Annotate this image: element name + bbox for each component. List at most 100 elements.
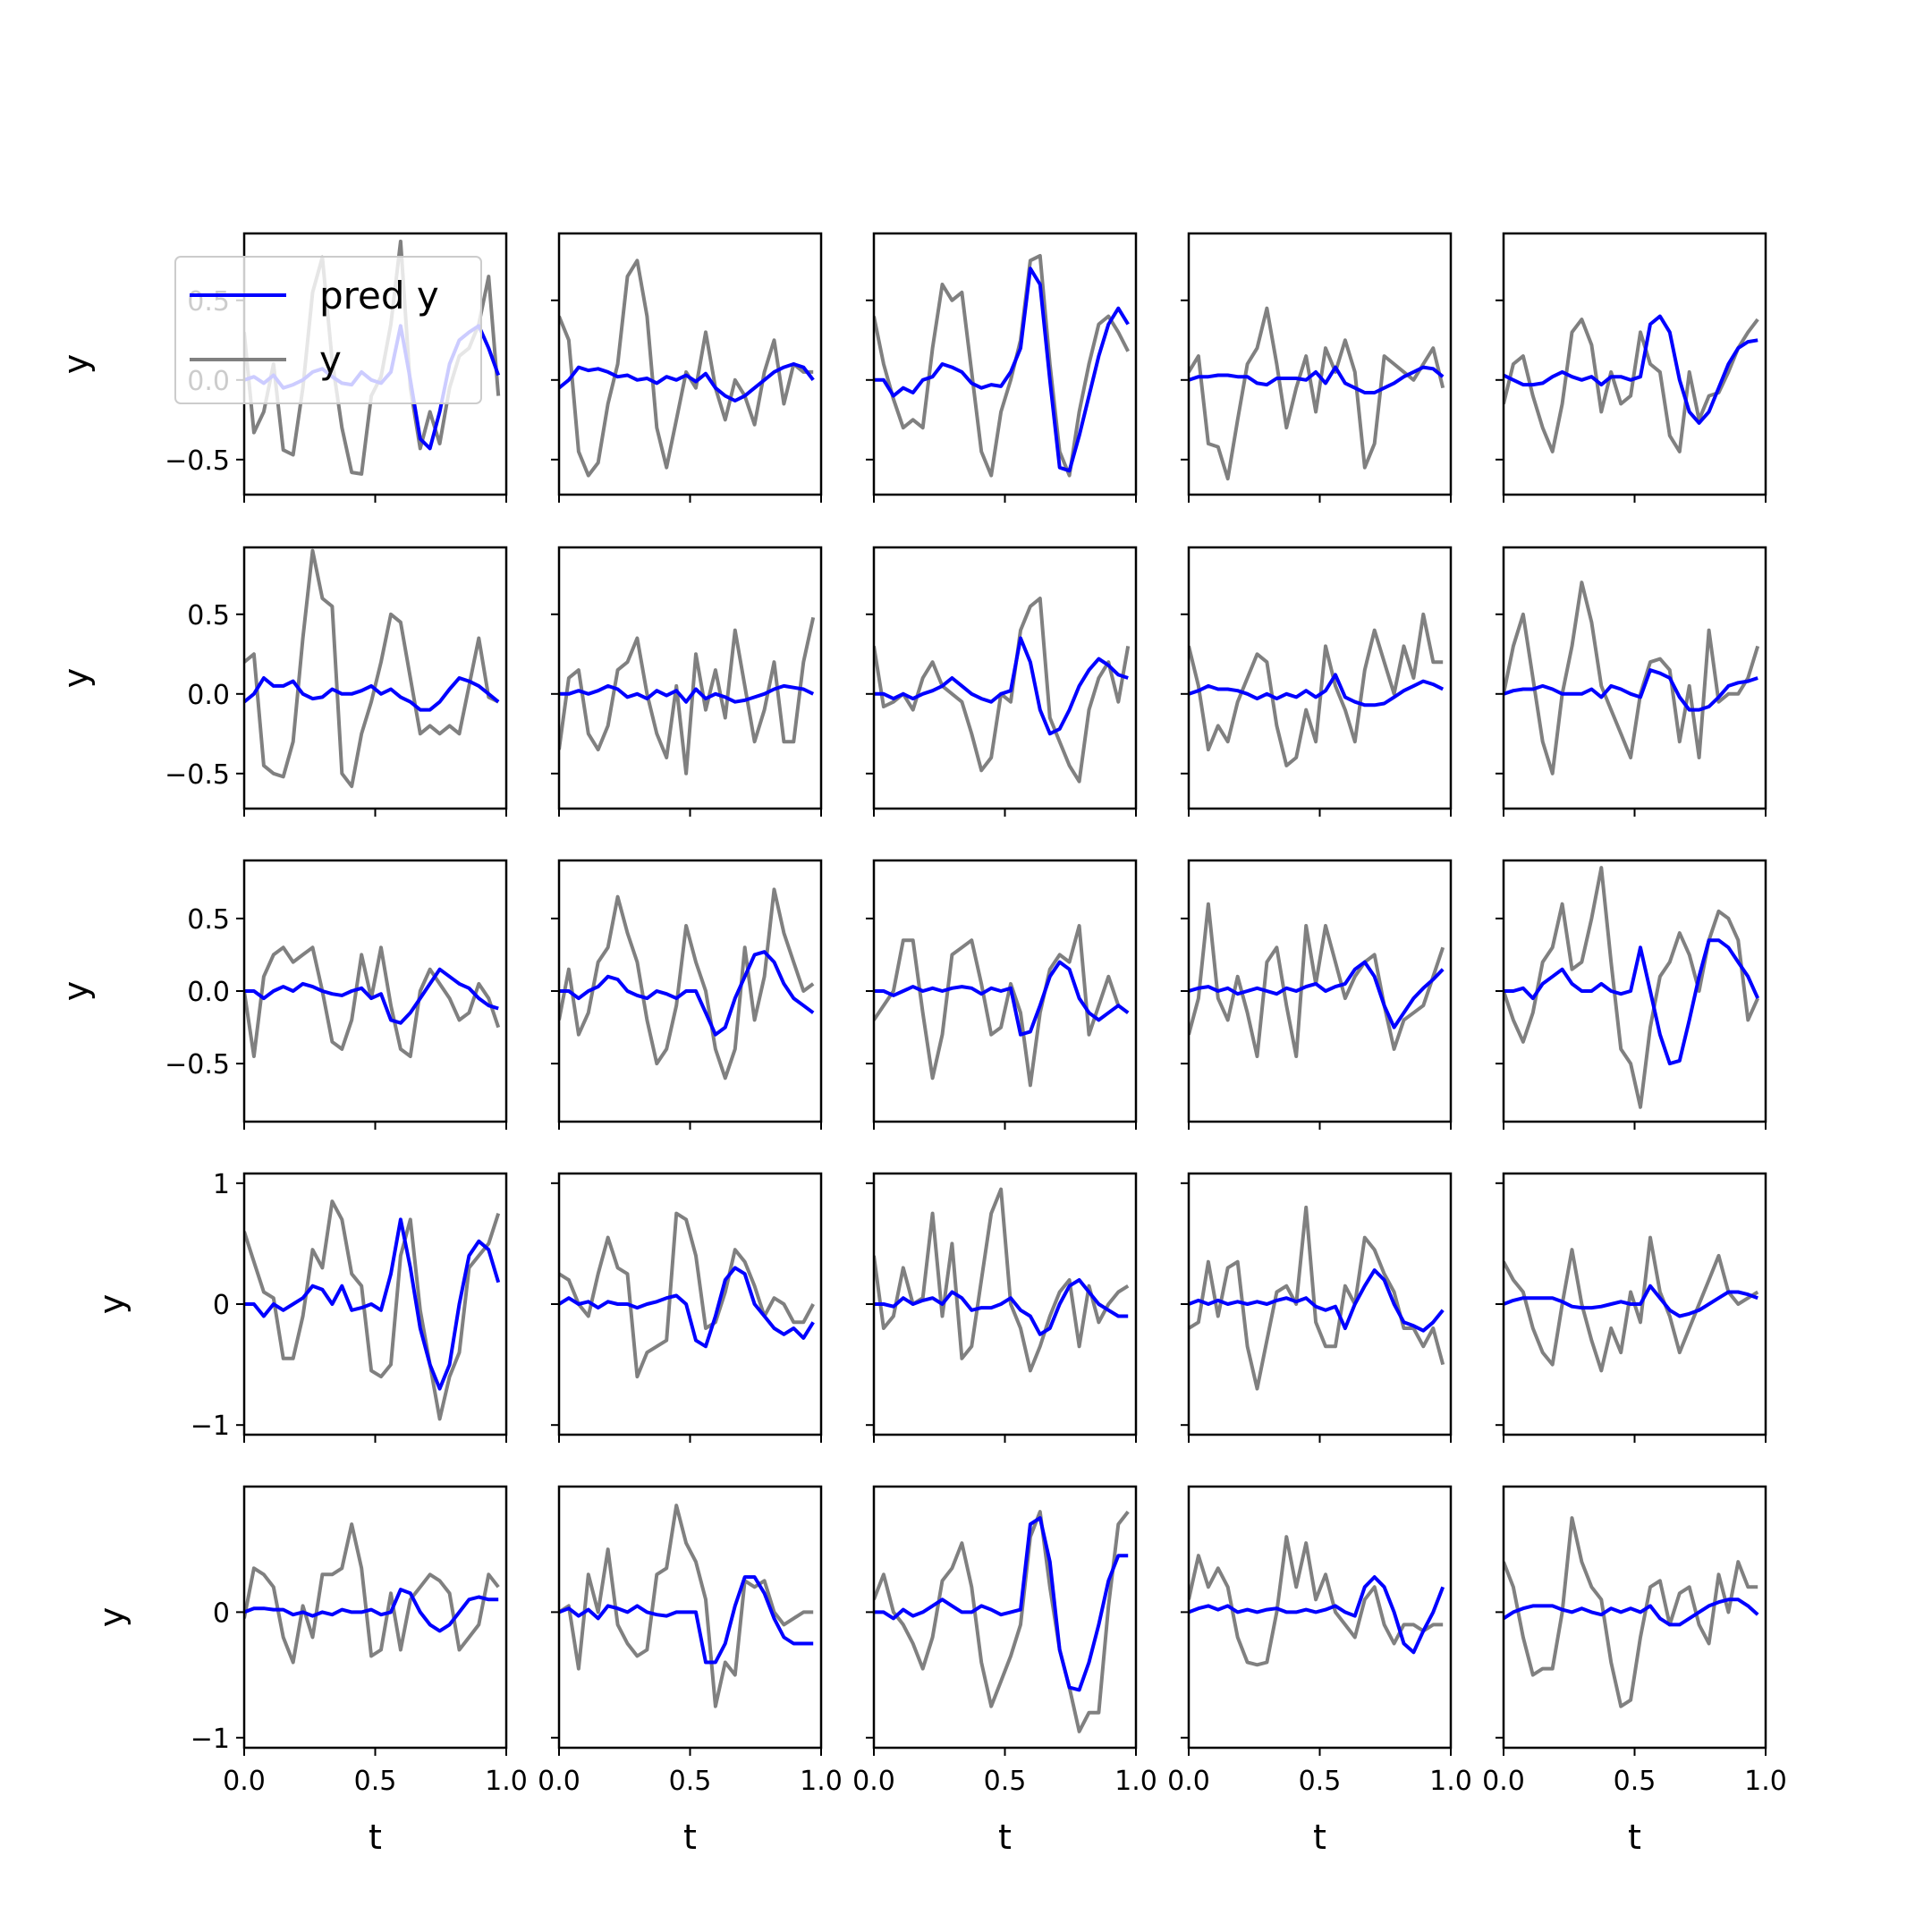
y-tick-label: −0.5 xyxy=(165,445,230,477)
series-line-y xyxy=(559,887,815,1080)
panel-1-4 xyxy=(1181,232,1453,503)
x-tick-label: 0.5 xyxy=(669,1766,712,1797)
panel-grid: −0.50.00.5y−0.50.00.5y−0.50.00.5y−101y−1… xyxy=(56,232,1787,1857)
series-line-y xyxy=(559,616,816,775)
series-line-y xyxy=(1504,1516,1758,1708)
x-tick-label: 0.5 xyxy=(1299,1766,1342,1797)
series-line-pred-y xyxy=(1504,314,1758,425)
series-line-y xyxy=(874,924,1130,1088)
panel-1-3 xyxy=(866,232,1138,503)
panel-1-2 xyxy=(551,232,823,503)
y-tick-label: 0.0 xyxy=(187,680,230,711)
y-tick-label: 0.5 xyxy=(187,600,230,631)
series-line-pred-y xyxy=(559,1575,814,1665)
x-tick-label: 1.0 xyxy=(1744,1766,1787,1797)
x-tick-label: 0.0 xyxy=(538,1766,580,1797)
x-axis-label: t xyxy=(998,1818,1012,1857)
panel-3-4 xyxy=(1181,859,1453,1130)
panel-1-5 xyxy=(1496,232,1767,503)
x-tick-label: 1.0 xyxy=(1114,1766,1157,1797)
legend-label-y: y xyxy=(319,338,342,382)
series-line-pred-y xyxy=(1504,1597,1759,1627)
series-line-pred-y xyxy=(559,683,815,704)
series-line-y xyxy=(1189,612,1444,767)
series-line-y xyxy=(244,1199,501,1421)
x-tick-label: 1.0 xyxy=(485,1766,528,1797)
x-tick-label: 0.0 xyxy=(223,1766,266,1797)
panel-4-4 xyxy=(1181,1172,1453,1443)
series-line-pred-y xyxy=(874,1516,1129,1692)
y-axis-label: y xyxy=(92,1294,131,1315)
series-line-pred-y xyxy=(1504,938,1760,1066)
series-line-pred-y xyxy=(244,967,499,1025)
series-line-y xyxy=(874,253,1130,478)
y-tick-label: 0.5 xyxy=(187,904,230,936)
y-tick-label: 0 xyxy=(213,1290,230,1321)
series-line-pred-y xyxy=(559,950,815,1037)
series-line-pred-y xyxy=(244,1217,501,1391)
panel-3-5 xyxy=(1496,859,1767,1130)
panel-2-3 xyxy=(866,546,1138,817)
y-tick-label: −1 xyxy=(191,1724,230,1755)
x-tick-label: 0.0 xyxy=(1167,1766,1210,1797)
series-line-pred-y xyxy=(1189,1575,1445,1655)
series-line-pred-y xyxy=(244,676,500,712)
panel-4-1: −1 0 1 y xyxy=(92,1169,508,1443)
panel-4-5 xyxy=(1496,1172,1767,1443)
x-tick-label: 0.5 xyxy=(354,1766,397,1797)
panel-2-1: −0.5 0.0 0.5 y xyxy=(56,546,508,817)
y-axis-label: y xyxy=(56,354,96,375)
x-axis-label: t xyxy=(683,1818,697,1857)
y-axis-label: y xyxy=(92,1607,131,1628)
series-line-y xyxy=(874,1510,1130,1733)
panel-3-3 xyxy=(866,859,1138,1130)
series-line-y xyxy=(244,548,500,789)
series-line-y xyxy=(559,1504,814,1708)
panel-5-1: −1 0 0.0 0.5 1.0 y t xyxy=(92,1485,528,1857)
y-tick-label: 0.0 xyxy=(187,977,230,1008)
x-tick-label: 0.5 xyxy=(984,1766,1027,1797)
legend: pred y y xyxy=(174,256,482,404)
series-line-y xyxy=(559,1211,815,1379)
series-line-pred-y xyxy=(559,1266,815,1349)
panel-3-1: −0.5 0.0 0.5 y xyxy=(56,859,508,1130)
series-line-y xyxy=(244,1522,500,1665)
x-tick-label: 0.0 xyxy=(1482,1766,1525,1797)
series-line-pred-y xyxy=(874,1278,1129,1336)
series-line-pred-y xyxy=(1189,960,1445,1030)
x-tick-label: 1.0 xyxy=(1429,1766,1472,1797)
series-line-pred-y xyxy=(1189,365,1445,394)
series-line-pred-y xyxy=(874,960,1130,1037)
panel-5-5: 0.0 0.5 1.0 t xyxy=(1482,1485,1787,1857)
y-axis-label: y xyxy=(56,981,96,1002)
panel-4-2 xyxy=(551,1172,823,1443)
legend-label-pred-y: pred y xyxy=(319,274,439,318)
panel-5-3: 0.0 0.5 1.0 t xyxy=(852,1485,1157,1857)
series-line-pred-y xyxy=(1189,673,1445,708)
series-line-pred-y xyxy=(559,362,815,402)
series-line-y xyxy=(1189,306,1445,481)
panel-5-2: 0.0 0.5 1.0 t xyxy=(538,1485,843,1857)
y-tick-label: −0.5 xyxy=(165,759,230,791)
x-axis-label: t xyxy=(369,1818,382,1857)
series-line-y xyxy=(1504,580,1760,775)
panel-4-3 xyxy=(866,1172,1138,1443)
panel-3-2 xyxy=(551,859,823,1130)
series-line-y xyxy=(1504,866,1760,1109)
y-tick-label: −0.5 xyxy=(165,1049,230,1080)
series-line-pred-y xyxy=(874,267,1130,473)
series-line-pred-y xyxy=(1504,668,1758,712)
panel-2-4 xyxy=(1181,546,1453,817)
series-line-y xyxy=(559,258,814,478)
series-line-pred-y xyxy=(1189,1268,1445,1333)
x-tick-label: 0.0 xyxy=(852,1766,895,1797)
y-tick-label: 0 xyxy=(213,1597,230,1629)
x-axis-label: t xyxy=(1628,1818,1641,1857)
y-tick-label: −1 xyxy=(191,1411,230,1442)
panel-5-4: 0.0 0.5 1.0 t xyxy=(1167,1485,1472,1857)
y-tick-label: 1 xyxy=(213,1169,230,1200)
x-tick-label: 0.5 xyxy=(1614,1766,1657,1797)
x-tick-label: 1.0 xyxy=(800,1766,843,1797)
series-line-pred-y xyxy=(874,636,1129,736)
